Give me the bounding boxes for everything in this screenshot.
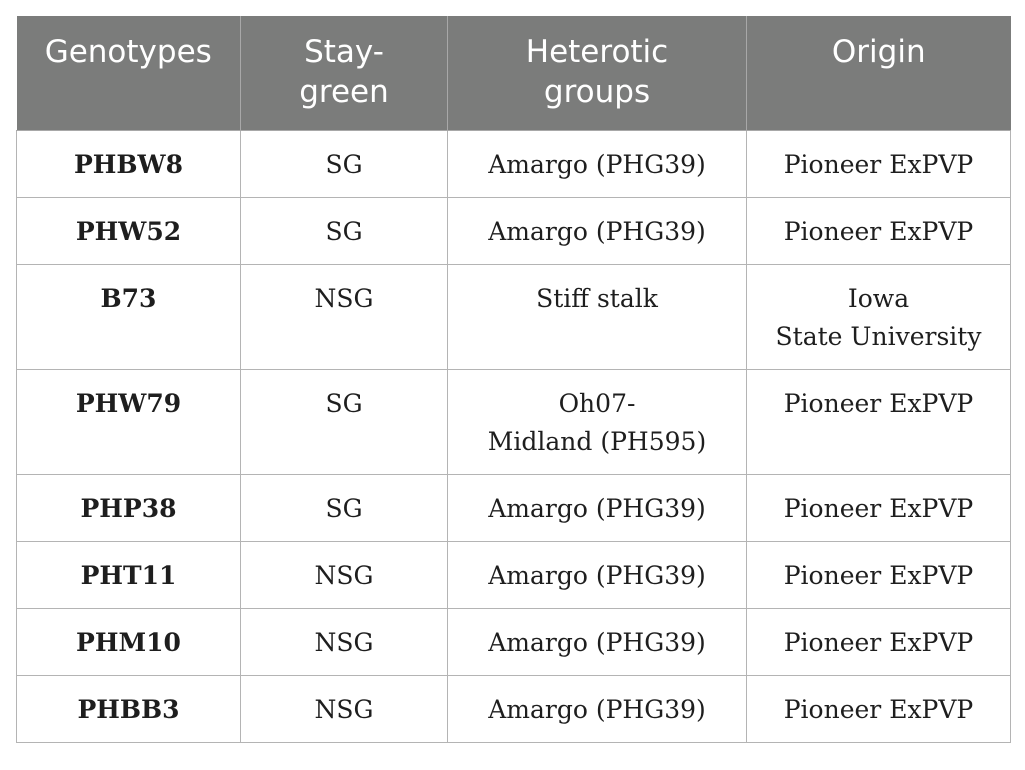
header-row: Genotypes Stay- green Heterotic groups O… — [16, 16, 1011, 131]
origin-line: Pioneer ExPVP — [783, 695, 974, 724]
table-row: PHW52 SG Amargo (PHG39) Pioneer ExPVP — [16, 197, 1011, 265]
origin-line: Pioneer ExPVP — [783, 150, 974, 179]
heterotic-group-cell: Stiff stalk — [447, 264, 747, 370]
stay-green-cell: NSG — [240, 675, 448, 743]
table-row: PHW79 SG Oh07- Midland (PH595) Pioneer E… — [16, 369, 1011, 475]
heterotic-group-line: Midland (PH595) — [487, 427, 707, 456]
table-row: PHBW8 SG Amargo (PHG39) Pioneer ExPVP — [16, 130, 1011, 198]
genotype-cell: PHBB3 — [16, 675, 241, 743]
heterotic-group-line: Amargo (PHG39) — [488, 217, 706, 246]
header-stay-green-line-2: green — [299, 74, 389, 110]
origin-cell: Pioneer ExPVP — [746, 541, 1011, 609]
heterotic-group-line: Amargo (PHG39) — [488, 150, 706, 179]
table-row: PHBB3 NSG Amargo (PHG39) Pioneer ExPVP — [16, 675, 1011, 743]
origin-cell: Pioneer ExPVP — [746, 675, 1011, 743]
heterotic-group-cell: Amargo (PHG39) — [447, 541, 747, 609]
header-genotypes-label: Genotypes — [44, 34, 212, 70]
heterotic-group-line: Oh07- — [558, 389, 636, 418]
genotype-table: Genotypes Stay- green Heterotic groups O… — [16, 16, 1011, 743]
header-stay-green-line-1: Stay- — [304, 34, 384, 70]
origin-cell: Pioneer ExPVP — [746, 197, 1011, 265]
heterotic-group-line: Amargo (PHG39) — [488, 695, 706, 724]
heterotic-group-line: Amargo (PHG39) — [488, 494, 706, 523]
heterotic-group-cell: Amargo (PHG39) — [447, 197, 747, 265]
genotype-cell: PHBW8 — [16, 130, 241, 198]
genotype-cell: PHW52 — [16, 197, 241, 265]
table-header: Genotypes Stay- green Heterotic groups O… — [16, 16, 1011, 131]
heterotic-group-line: Stiff stalk — [536, 284, 658, 313]
heterotic-group-cell: Amargo (PHG39) — [447, 474, 747, 542]
header-stay-green: Stay- green — [240, 16, 448, 131]
heterotic-group-cell: Amargo (PHG39) — [447, 130, 747, 198]
stay-green-cell: SG — [240, 130, 448, 198]
genotype-cell: PHP38 — [16, 474, 241, 542]
table-body: PHBW8 SG Amargo (PHG39) Pioneer ExPVP PH… — [16, 130, 1011, 743]
header-origin-label: Origin — [831, 34, 926, 70]
table-row: B73 NSG Stiff stalk Iowa State Universit… — [16, 264, 1011, 370]
genotype-cell: PHM10 — [16, 608, 241, 676]
heterotic-group-cell: Amargo (PHG39) — [447, 675, 747, 743]
stay-green-cell: NSG — [240, 608, 448, 676]
origin-line: Iowa — [847, 284, 910, 313]
origin-cell: Pioneer ExPVP — [746, 474, 1011, 542]
origin-line: Pioneer ExPVP — [783, 389, 974, 418]
origin-cell: Pioneer ExPVP — [746, 130, 1011, 198]
table-row: PHT11 NSG Amargo (PHG39) Pioneer ExPVP — [16, 541, 1011, 609]
heterotic-group-line: Amargo (PHG39) — [488, 561, 706, 590]
stay-green-cell: SG — [240, 197, 448, 265]
genotype-cell: PHT11 — [16, 541, 241, 609]
genotype-cell: B73 — [16, 264, 241, 370]
origin-line: Pioneer ExPVP — [783, 217, 974, 246]
origin-line: Pioneer ExPVP — [783, 628, 974, 657]
header-origin: Origin — [746, 16, 1011, 131]
header-heterotic-line-2: groups — [543, 74, 651, 110]
origin-line: Pioneer ExPVP — [783, 494, 974, 523]
table-row: PHM10 NSG Amargo (PHG39) Pioneer ExPVP — [16, 608, 1011, 676]
origin-line: State University — [775, 322, 982, 351]
stay-green-cell: NSG — [240, 264, 448, 370]
origin-line: Pioneer ExPVP — [783, 561, 974, 590]
origin-cell: Pioneer ExPVP — [746, 608, 1011, 676]
header-heterotic-groups: Heterotic groups — [447, 16, 747, 131]
table-row: PHP38 SG Amargo (PHG39) Pioneer ExPVP — [16, 474, 1011, 542]
header-genotypes: Genotypes — [16, 16, 241, 131]
genotype-cell: PHW79 — [16, 369, 241, 475]
stay-green-cell: NSG — [240, 541, 448, 609]
stay-green-cell: SG — [240, 369, 448, 475]
header-heterotic-line-1: Heterotic — [525, 34, 669, 70]
stay-green-cell: SG — [240, 474, 448, 542]
heterotic-group-line: Amargo (PHG39) — [488, 628, 706, 657]
heterotic-group-cell: Amargo (PHG39) — [447, 608, 747, 676]
origin-cell: Iowa State University — [746, 264, 1011, 370]
origin-cell: Pioneer ExPVP — [746, 369, 1011, 475]
heterotic-group-cell: Oh07- Midland (PH595) — [447, 369, 747, 475]
